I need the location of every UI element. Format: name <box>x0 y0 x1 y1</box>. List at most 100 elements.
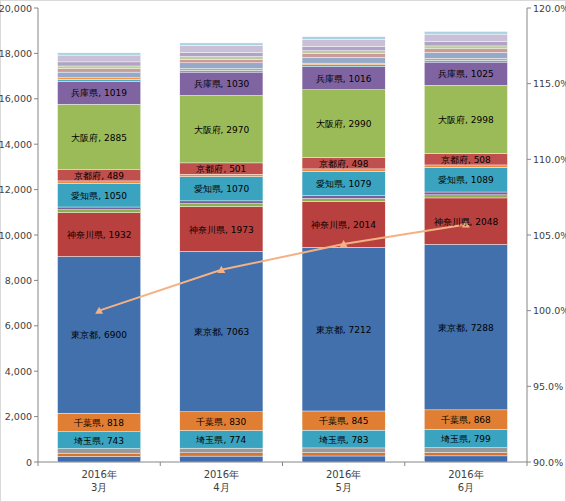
y-tick <box>34 98 38 99</box>
x-tick <box>527 462 528 466</box>
bar-segment <box>302 198 385 201</box>
bar-segment <box>58 413 141 432</box>
bar-segment <box>58 72 141 78</box>
bar-segment <box>424 456 507 462</box>
x-tick-label-line: 6月 <box>458 482 474 493</box>
bar-segment <box>424 167 507 192</box>
y-tick <box>34 53 38 54</box>
bar-segment <box>180 207 263 252</box>
bar-segment <box>58 69 141 72</box>
y-tick <box>34 325 38 326</box>
y-tick-label: 2,000 <box>5 411 32 422</box>
data-label: 東京都, 7063 <box>194 327 250 337</box>
bar-segment <box>424 52 507 58</box>
data-label: 埼玉県, 743 <box>73 436 124 446</box>
background <box>1 1 566 502</box>
y2-tick-label: 95.0% <box>533 381 563 392</box>
x-tick <box>38 462 39 466</box>
data-label: 千葉県, 830 <box>196 417 246 427</box>
bar-segment <box>180 453 263 456</box>
bar-segment <box>58 53 141 55</box>
data-label: 埼玉県, 783 <box>318 435 369 445</box>
y-tick-label: 6,000 <box>5 320 32 331</box>
bars <box>58 31 508 462</box>
y2-tick <box>527 386 531 387</box>
y-tick <box>34 189 38 190</box>
bar-segment <box>58 183 141 207</box>
data-label: 東京都, 7288 <box>438 323 494 333</box>
bar-segment <box>58 170 141 181</box>
bar-segment <box>424 59 507 61</box>
bar-segment <box>302 37 385 39</box>
bar-segment <box>424 34 507 41</box>
y-tick-label: 8,000 <box>5 275 32 286</box>
x-tick-label-line: 2016年 <box>448 469 483 480</box>
bar-segment <box>424 410 507 430</box>
data-label: 東京都, 7212 <box>316 325 372 335</box>
bar-segment <box>58 432 141 449</box>
bar-segment <box>424 195 507 198</box>
bar-segment <box>302 46 385 50</box>
bar-segment <box>180 45 263 52</box>
bar-segment <box>302 51 385 54</box>
bar-segment <box>58 449 141 454</box>
x-tick-label-line: 2016年 <box>326 469 361 480</box>
bar-segment <box>302 430 385 448</box>
bar-segment <box>424 244 507 409</box>
bar-segment <box>180 70 263 72</box>
x-tick-label-line: 3月 <box>91 482 107 493</box>
data-label: 京都府, 498 <box>319 159 369 169</box>
y2-tick-label: 110.0% <box>533 154 566 165</box>
data-label: 大阪府, 2970 <box>194 125 250 135</box>
data-labels: 埼玉県, 743埼玉県, 774埼玉県, 783埼玉県, 799千葉県, 818… <box>67 69 499 445</box>
x-tick-label: 2016年3月 <box>81 469 116 493</box>
bar-segment <box>424 198 507 244</box>
y-tick <box>34 462 38 463</box>
x-tick-label: 2016年4月 <box>204 469 239 493</box>
y-tick <box>34 235 38 236</box>
data-label: 千葉県, 845 <box>319 416 369 426</box>
data-label: 兵庫県, 1025 <box>438 69 494 79</box>
bar-segment <box>424 49 507 53</box>
bar-segment <box>180 448 263 453</box>
data-label: 愛知県, 1070 <box>194 184 250 194</box>
bar-segment <box>180 57 263 60</box>
bar-segment <box>302 90 385 158</box>
y-tick-label: 4,000 <box>5 366 32 377</box>
x-tick <box>160 462 161 466</box>
bar-segment <box>180 69 263 71</box>
line <box>99 224 466 310</box>
bar-segment <box>424 31 507 34</box>
y2-tick-label: 115.0% <box>533 78 566 89</box>
bar-segment <box>58 81 141 104</box>
data-label: 兵庫県, 1019 <box>71 88 127 98</box>
bar-segment <box>302 63 385 65</box>
x-tick <box>282 462 283 466</box>
y2-tick-label: 100.0% <box>533 305 566 316</box>
y-tick-label: 0 <box>26 457 32 468</box>
bar-segment <box>58 257 141 414</box>
y2-tick <box>527 310 531 311</box>
y2-tick <box>527 8 531 9</box>
bar-segment <box>58 55 141 62</box>
x-tick-label: 2016年 6月 <box>448 469 483 493</box>
y-tick <box>34 371 38 372</box>
bar-segment <box>58 104 141 169</box>
bar-segment <box>180 52 263 56</box>
y2-tick <box>527 462 531 463</box>
bar-segment <box>302 65 385 67</box>
bar-segment <box>58 456 141 462</box>
x-tick-label-line: 2016年 <box>204 469 239 480</box>
bar-segment <box>180 174 263 176</box>
bar-segment <box>302 247 385 411</box>
bar-segment <box>180 59 263 63</box>
bar-segment <box>302 169 385 171</box>
y-tick-label: 20,000 <box>0 3 32 14</box>
bar-segment <box>424 430 507 448</box>
x-tick-label-line: 5月 <box>335 482 351 493</box>
data-label: 京都府, 501 <box>196 164 246 174</box>
bar-segment <box>302 67 385 90</box>
y2-tick-label: 90.0% <box>533 457 563 468</box>
data-label: 京都府, 508 <box>441 155 491 165</box>
bar-segment <box>180 201 263 204</box>
